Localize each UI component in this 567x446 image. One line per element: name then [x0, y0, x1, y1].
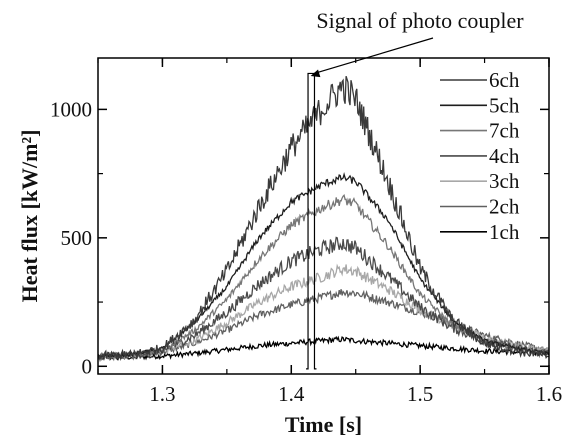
annotation-arrow-head: [310, 69, 321, 78]
y-tick-label: 1000: [50, 97, 92, 121]
y-axis-title: Heat flux [kW/m²]: [17, 130, 42, 303]
series-layer: [98, 76, 549, 363]
y-tick-label: 0: [82, 354, 93, 378]
annotation-arrow-line: [312, 37, 434, 75]
x-tick-label: 1.5: [407, 382, 433, 406]
x-axis-title: Time [s]: [285, 412, 362, 437]
photo-coupler-signal-layer: [306, 72, 317, 370]
ticks-layer: 1.3 1.4 1.5 1.6 0 500 1000: [50, 58, 562, 406]
series-line-5ch: [98, 172, 549, 359]
annotation-layer: Signal of photo coupler: [310, 8, 524, 78]
legend-label-2ch: 2ch: [489, 195, 520, 219]
series-line-6ch: [98, 76, 549, 363]
legend-label-7ch: 7ch: [489, 119, 520, 143]
legend-label-3ch: 3ch: [489, 169, 520, 193]
photo-coupler-annotation: Signal of photo coupler: [316, 8, 524, 33]
x-tick-label: 1.4: [278, 382, 305, 406]
plot-frame: [97, 57, 550, 375]
photo-coupler-signal-pulse: [306, 72, 317, 370]
x-tick-label: 1.3: [149, 382, 175, 406]
x-tick-label: 1.6: [536, 382, 562, 406]
series-line-1ch: [98, 335, 549, 361]
y-tick-label: 500: [61, 226, 93, 250]
legend-label-5ch: 5ch: [489, 93, 520, 117]
legend-label-4ch: 4ch: [489, 144, 520, 168]
legend-label-1ch: 1ch: [489, 220, 520, 244]
legend-label-6ch: 6ch: [489, 68, 520, 92]
